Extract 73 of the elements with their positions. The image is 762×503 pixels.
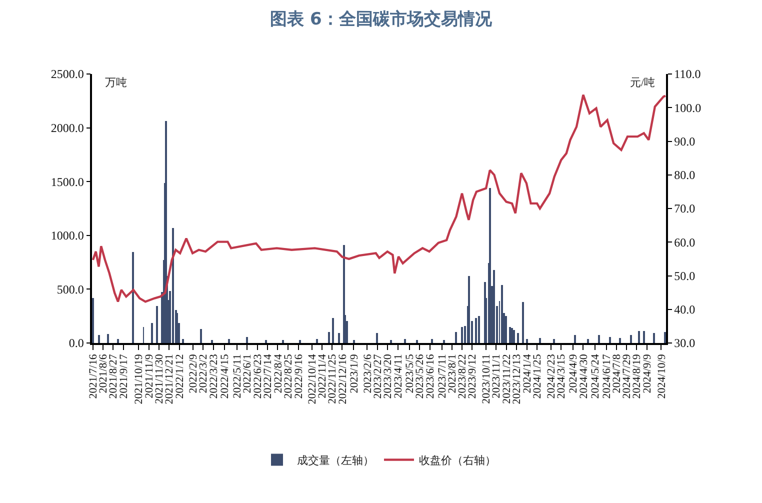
x-tick-label: 2022/2/9 <box>188 354 200 394</box>
y-tick-label: 500.0 <box>56 282 84 296</box>
x-tick-label: 2023/3/20 <box>382 354 394 399</box>
y-axis-title: 万吨 <box>105 76 127 89</box>
x-tick-label: 2024/7/29 <box>621 354 634 399</box>
x-tick-label: 2022/4/15 <box>218 354 231 399</box>
x-tick-label: 2021/9/17 <box>118 354 130 399</box>
x-tick-label: 2021/12/21 <box>164 354 176 404</box>
x-tick-label: 2022/5/11 <box>231 354 244 398</box>
x-tick-label: 2024/4/9 <box>568 354 580 394</box>
x-tick-label: 2021/11/30 <box>153 354 166 404</box>
y-tick-label: 2500.0 <box>50 67 84 82</box>
x-tick-label: 2024/6/17 <box>600 354 613 399</box>
x-tick-label: 2023/9/12 <box>466 354 479 399</box>
y2-tick-label: 100.0 <box>674 100 702 115</box>
x-tick-label: 2024/1/4 <box>522 354 534 394</box>
x-tick-label: 2024/8/19 <box>631 354 644 399</box>
x-tick-label: 2022/7/14 <box>262 354 274 399</box>
x-tick-label: 2022/11/25 <box>326 354 339 404</box>
x-tick-label: 2022/11/4 <box>316 354 329 398</box>
x-tick-label: 2023/5/26 <box>414 354 426 399</box>
x-tick-label: 2022/1/12 <box>174 354 186 399</box>
x-tick-label: 2023/8/1 <box>446 354 458 394</box>
y-tick-label: 0.0 <box>68 336 84 350</box>
x-tick-label: 2022/6/23 <box>252 354 264 399</box>
x-tick-label: 2024/9/9 <box>641 354 654 394</box>
x-tick-label: 2021/8/27 <box>108 354 120 399</box>
x-tick-label: 2023/5/5 <box>404 354 416 394</box>
x-tick-label: 2023/7/11 <box>436 354 448 398</box>
legend-label: 收盘价（右轴） <box>419 454 496 468</box>
x-tick-label: 2023/6/16 <box>424 354 436 399</box>
x-tick-label: 2021/11/9 <box>143 354 156 398</box>
y2-tick-label: 80.0 <box>674 168 696 182</box>
x-tick-label: 2023/10/11 <box>480 354 493 404</box>
x-tick-label: 2021/7/16 <box>88 354 100 399</box>
x-tick-label: 2023/2/27 <box>372 354 384 399</box>
x-tick-label: 2024/3/15 <box>556 354 568 399</box>
x-tick-label: 2023/8/22 <box>456 354 469 399</box>
y2-axis-title: 元/吨 <box>630 76 656 89</box>
x-tick-label: 2021/10/19 <box>133 354 146 404</box>
y-tick-label: 1500.0 <box>50 174 84 189</box>
x-tick-label: 2024/10/9 <box>656 354 668 399</box>
y2-tick-label: 30.0 <box>674 336 696 350</box>
x-tick-label: 2022/8/4 <box>272 354 284 394</box>
y2-tick-label: 40.0 <box>674 302 696 317</box>
x-tick-label: 2022/3/2 <box>198 354 210 394</box>
x-tick-label: 2022/9/16 <box>292 354 305 399</box>
y-tick-label: 2000.0 <box>50 121 84 135</box>
x-tick-label: 2022/12/16 <box>336 354 349 404</box>
x-tick-label: 2023/11/1 <box>490 354 503 398</box>
x-tick-label: 2024/7/8 <box>611 354 624 394</box>
x-tick-label: 2022/3/23 <box>208 354 220 399</box>
x-tick-label: 2023/1/9 <box>348 354 360 394</box>
y2-tick-label: 110.0 <box>674 67 701 82</box>
x-tick-label: 2024/2/23 <box>546 354 558 399</box>
chart-title: 图表 6：全国碳市场交易情况 <box>270 9 493 30</box>
y2-tick-label: 70.0 <box>674 202 696 216</box>
x-tick-label: 2023/11/22 <box>500 354 513 404</box>
x-tick-label: 2024/5/24 <box>589 354 602 399</box>
y2-tick-label: 50.0 <box>674 268 696 283</box>
y2-tick-label: 60.0 <box>674 235 696 250</box>
y-tick-label: 1000.0 <box>50 228 84 243</box>
x-tick-label: 2021/8/6 <box>98 354 110 394</box>
x-tick-label: 2024/1/25 <box>532 354 544 399</box>
x-tick-label: 2022/8/25 <box>282 354 294 399</box>
x-tick-label: 2023/2/6 <box>362 354 374 394</box>
x-tick-label: 2022/10/14 <box>306 354 318 404</box>
x-tick-label: 2024/4/30 <box>578 354 590 399</box>
x-tick-label: 2023/12/13 <box>510 354 523 404</box>
x-tick-label: 2022/6/1 <box>242 354 254 394</box>
legend-label: 成交量（左轴） <box>297 454 374 468</box>
y2-tick-label: 90.0 <box>674 134 696 148</box>
x-tick-label: 2023/4/11 <box>392 354 405 398</box>
